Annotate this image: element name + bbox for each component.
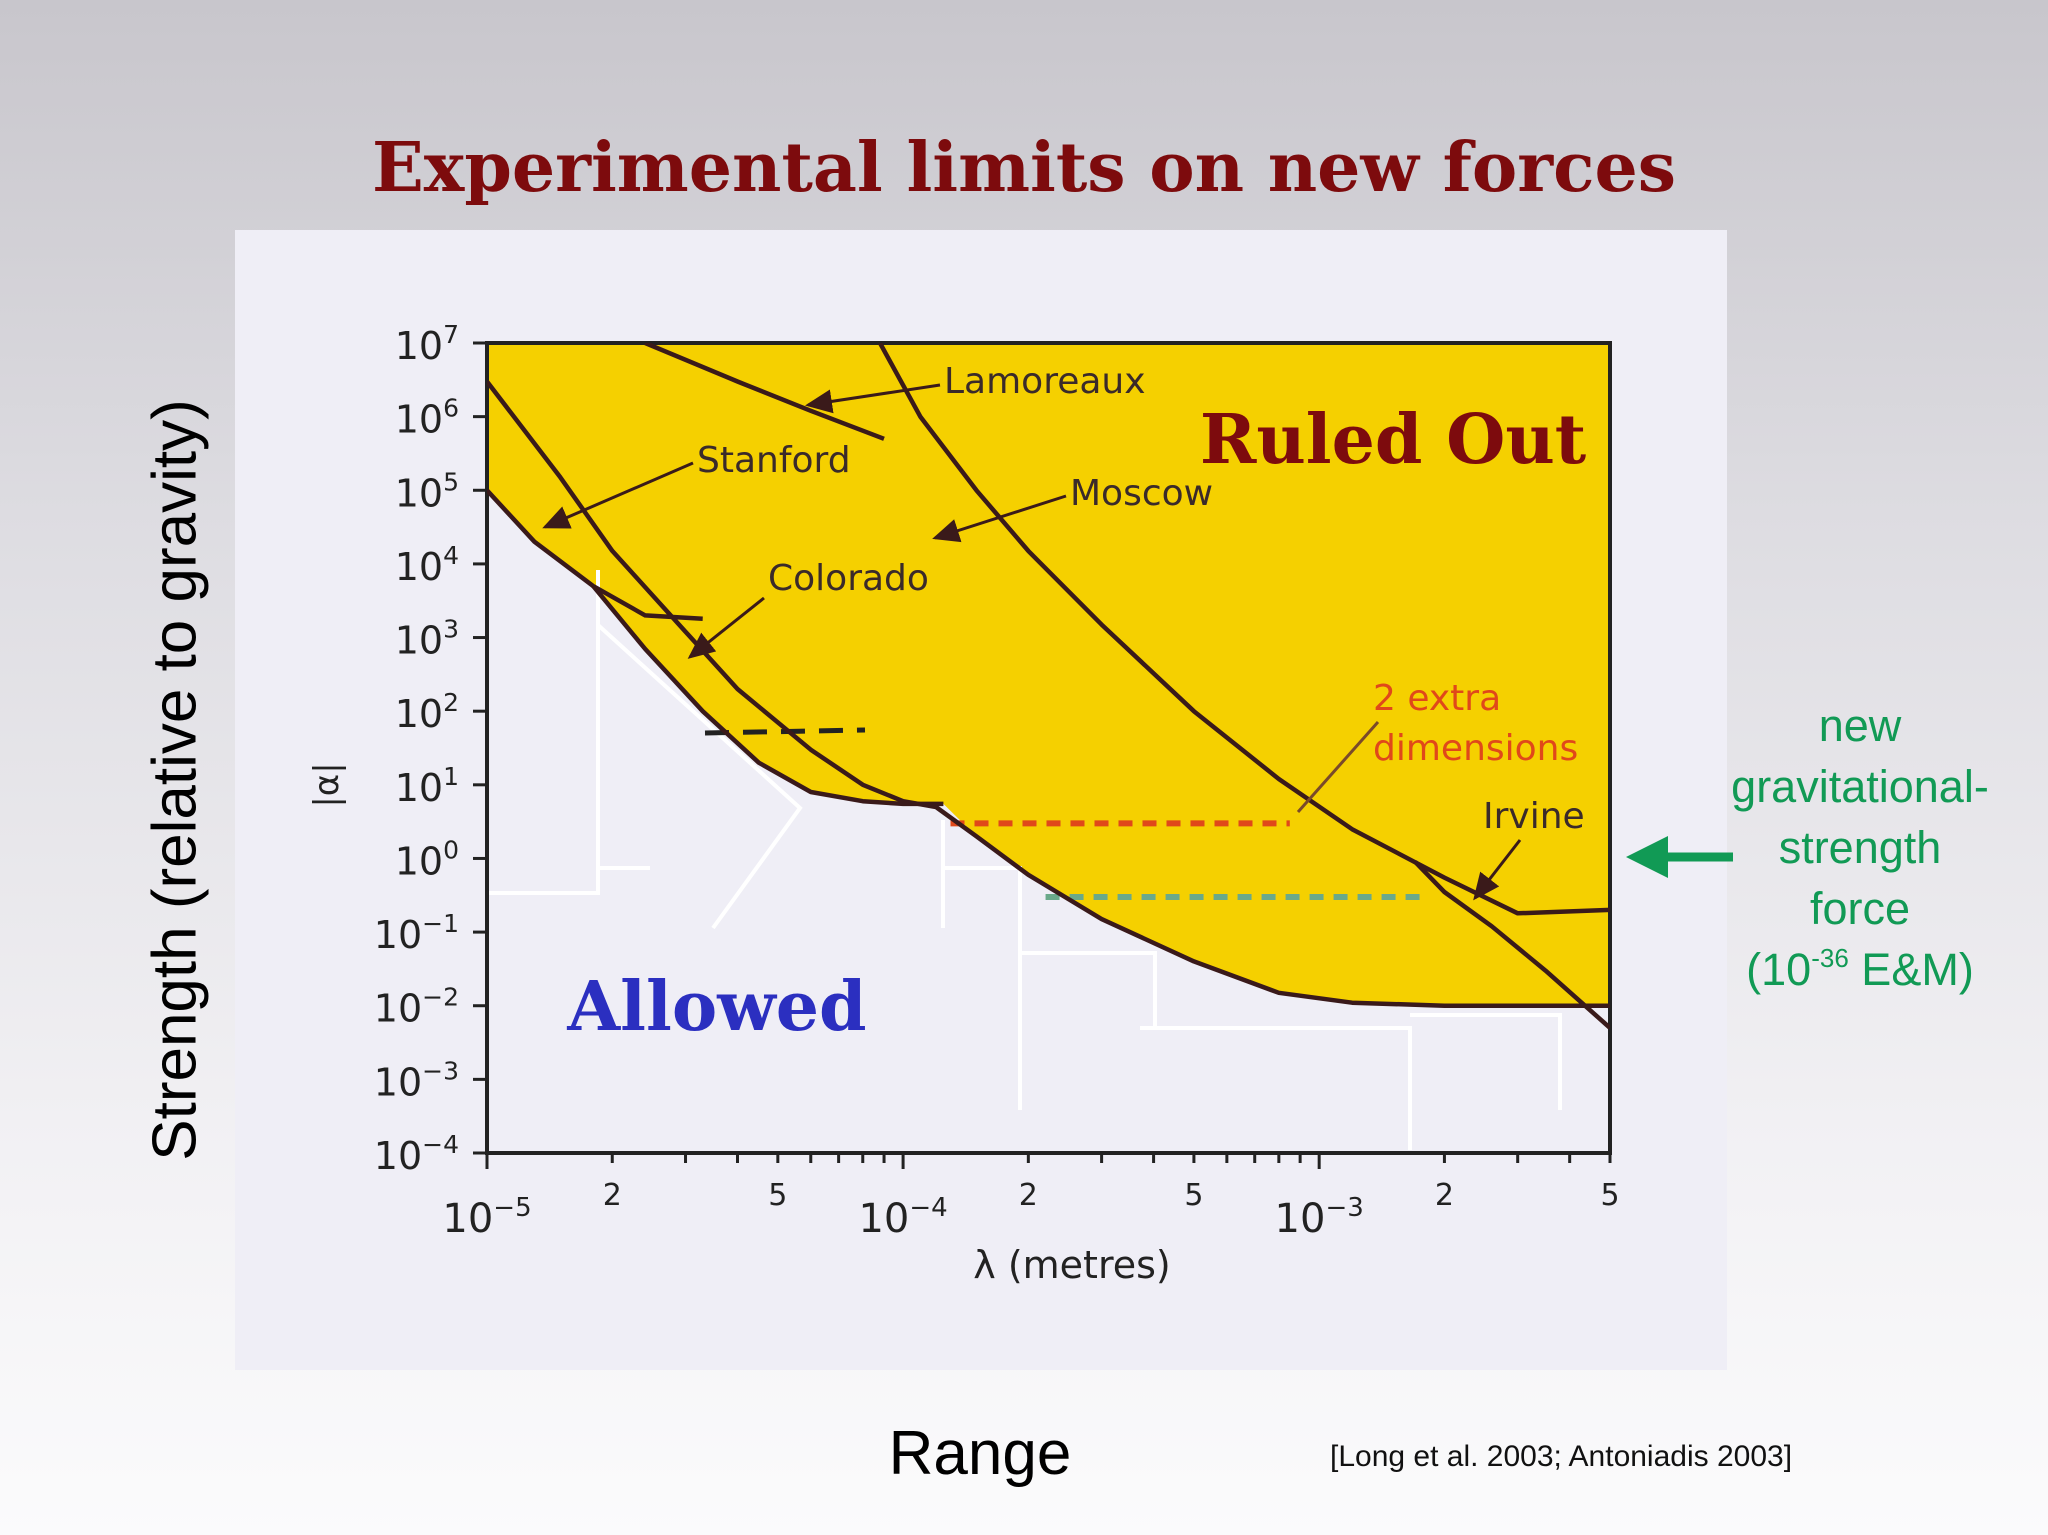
- pointer-moscow: [932, 494, 1067, 543]
- inner-y-axis-label: |α|: [307, 762, 347, 807]
- x-tick-label: 2: [1019, 1178, 1038, 1213]
- pointer-stanford: [542, 461, 694, 529]
- x-tick-label: 2: [1435, 1178, 1454, 1213]
- y-tick-label: 10−1: [374, 909, 459, 957]
- y-tick-label: 105: [395, 467, 459, 515]
- y-tick-label: 106: [395, 394, 459, 442]
- label-irvine: Irvine: [1483, 796, 1585, 837]
- x-tick-label: 10−4: [858, 1193, 947, 1242]
- curve-irvine: [1413, 860, 1610, 1030]
- inner-x-axis-label: λ (metres): [973, 1243, 1170, 1287]
- curve-lamoreaux: [644, 343, 885, 441]
- plot-frame: [485, 341, 1612, 1155]
- x-axis-label: Range: [888, 1419, 1072, 1488]
- curve-moscow: [878, 343, 1610, 916]
- annotation-prefix: (10: [1746, 944, 1812, 995]
- x-tick-label: 10−3: [1275, 1193, 1364, 1242]
- label-stanford: Stanford: [697, 440, 851, 481]
- ruled-out-region: [487, 343, 1610, 1006]
- x-tick-label: 2: [603, 1178, 622, 1213]
- label-ruled-out: Ruled Out: [1200, 400, 1587, 480]
- new-force-arrow-head: [1626, 836, 1668, 878]
- annotation-line-3: strength: [1778, 822, 1942, 873]
- citation: [Long et al. 2003; Antoniadis 2003]: [1330, 1440, 1793, 1473]
- y-tick-label: 102: [395, 688, 459, 736]
- label-lamoreaux: Lamoreaux: [944, 361, 1146, 402]
- annotation-suffix: E&M): [1848, 944, 1974, 995]
- x-tick-label: 5: [1600, 1178, 1619, 1213]
- y-tick-label: 101: [395, 762, 459, 810]
- pointer-extra-dimensions: [1296, 721, 1380, 813]
- y-tick-label: 100: [395, 835, 459, 883]
- y-tick-label: 103: [395, 615, 459, 663]
- y-tick-label: 10−2: [374, 983, 459, 1031]
- annotation-line-2: gravitational-: [1731, 761, 1989, 812]
- pointer-irvine: [1473, 839, 1522, 901]
- annotation-exponent: -36: [1811, 943, 1849, 973]
- label-moscow: Moscow: [1070, 473, 1213, 514]
- y-tick-label: 10−4: [374, 1130, 459, 1178]
- x-tick-label: 10−5: [442, 1193, 531, 1242]
- annotation-line-1: new: [1818, 700, 1902, 751]
- black-dashed-line: [704, 727, 866, 736]
- y-tick-label: 107: [395, 320, 459, 368]
- label-allowed: Allowed: [566, 967, 866, 1047]
- slide-title: Experimental limits on new forces: [371, 128, 1677, 208]
- x-tick-label: 5: [1184, 1178, 1203, 1213]
- label-extra-dimensions-2: dimensions: [1373, 728, 1578, 769]
- curve-colorado-lower: [591, 584, 944, 807]
- x-tick-label: 5: [768, 1178, 787, 1213]
- annotation-line-4: force: [1809, 883, 1911, 934]
- label-colorado: Colorado: [768, 558, 929, 599]
- pointer-colorado: [687, 596, 765, 659]
- curves: [487, 343, 1610, 1030]
- y-tick-label: 10−3: [374, 1056, 459, 1104]
- y-tick-label: 104: [395, 541, 459, 589]
- label-extra-dimensions-1: 2 extra: [1373, 678, 1501, 719]
- pointer-lamoreaux: [805, 383, 941, 414]
- annotation-line-5: (10-36 E&M): [1720, 939, 2000, 1000]
- new-force-annotation: new gravitational- strength force (10-36…: [1720, 695, 2000, 1000]
